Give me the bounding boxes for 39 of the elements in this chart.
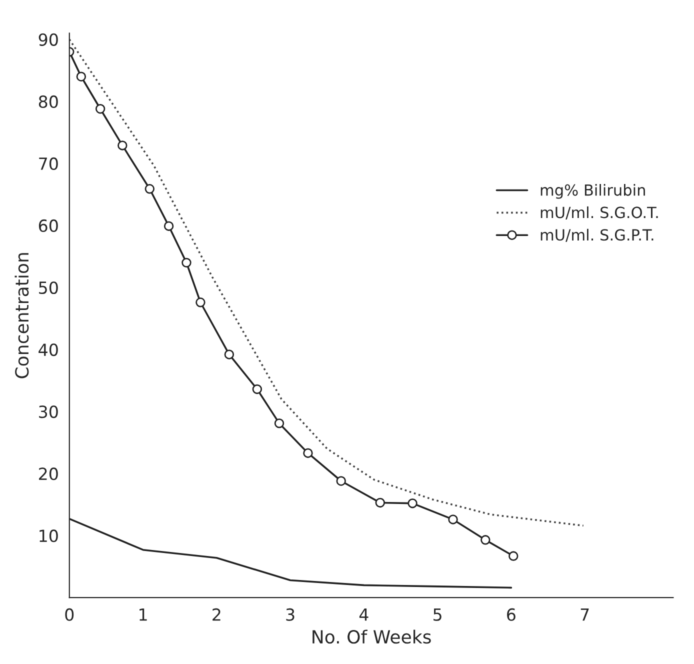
- x-tick-label: 3: [286, 608, 294, 621]
- point: [480, 535, 490, 545]
- x-tick-label: 7: [580, 608, 589, 621]
- point: [95, 104, 106, 114]
- y-tick-label: 50: [39, 281, 58, 294]
- legend-label: mg% Bilirubin: [540, 184, 645, 199]
- point: [336, 476, 346, 486]
- x-tick-label: 4: [359, 608, 368, 621]
- point: [274, 418, 284, 428]
- y-tick-label: 70: [39, 157, 58, 170]
- point: [252, 384, 262, 394]
- legend-label: mU/ml. S.G.O.T.: [540, 206, 658, 220]
- point: [303, 448, 313, 458]
- point: [164, 221, 174, 231]
- point: [375, 498, 385, 508]
- y-tick-label: 80: [38, 95, 58, 108]
- point: [182, 258, 192, 268]
- y-tick-label: 90: [38, 33, 58, 46]
- legend-label: mU/ml. S.G.P.T.: [540, 228, 654, 242]
- x-tick-label: 2: [212, 608, 220, 621]
- x-tick-label: 0: [65, 608, 74, 621]
- point: [144, 184, 155, 194]
- point: [118, 140, 128, 150]
- y-axis-title: Concentration: [14, 253, 29, 378]
- y-tick-label: 30: [39, 405, 58, 418]
- x-tick-label: 5: [434, 608, 442, 621]
- y-tick-label: 10: [40, 530, 58, 542]
- x-tick-label: 6: [507, 608, 516, 621]
- point: [224, 350, 234, 360]
- y-tick-label: 40: [38, 343, 58, 356]
- point: [408, 498, 418, 508]
- point: [196, 298, 206, 308]
- y-tick-label: 60: [38, 219, 58, 232]
- x-axis-title: No. Of Weeks: [312, 630, 431, 644]
- point: [448, 514, 458, 524]
- y-tick-label: 20: [38, 468, 58, 480]
- point: [508, 551, 518, 561]
- point: [76, 72, 86, 82]
- x-tick-label: 1: [140, 608, 147, 621]
